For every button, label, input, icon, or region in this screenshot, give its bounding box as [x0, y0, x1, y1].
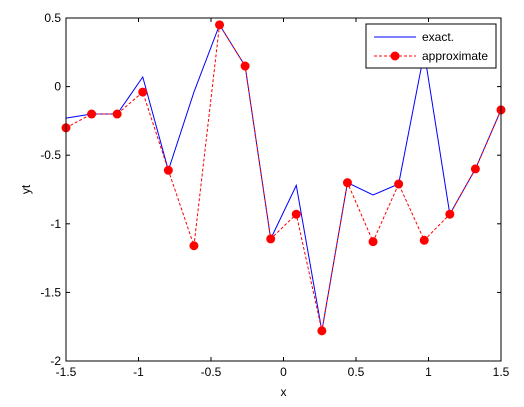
data-point-approximate — [189, 241, 199, 251]
data-point-approximate — [317, 326, 327, 336]
series-layer — [61, 20, 506, 336]
legend-marker-approximate — [390, 51, 400, 61]
data-point-approximate — [215, 20, 225, 30]
data-point-approximate — [470, 164, 480, 174]
plot-area — [66, 18, 501, 361]
data-point-approximate — [368, 237, 378, 247]
x-tick-label: 1.5 — [493, 365, 510, 379]
x-tick-label: 1 — [425, 365, 432, 379]
data-point-approximate — [240, 61, 250, 71]
y-tick-label: 0.5 — [44, 11, 61, 25]
legend-label-exact: exact. — [422, 30, 454, 44]
x-tick-label: 0 — [280, 365, 287, 379]
series-line-approximate — [65, 23, 502, 331]
y-tick-label: -1.5 — [40, 285, 61, 299]
legend-label-approximate: approximate — [422, 49, 488, 63]
data-point-approximate — [342, 178, 352, 188]
y-axis-label: yt — [19, 184, 33, 194]
data-point-approximate — [163, 165, 173, 175]
data-point-approximate — [419, 235, 429, 245]
x-tick-label: -0.5 — [201, 365, 222, 379]
y-tick-label: -0.5 — [40, 148, 61, 162]
x-tick-label: -1 — [133, 365, 144, 379]
data-point-approximate — [291, 209, 301, 219]
y-tick-label: -1 — [50, 217, 61, 231]
ticks-layer: -1.5 -1 -0.5 0 0.5 1 1.5-2-1.5-1-0.500.5 — [40, 11, 509, 379]
legend-box — [365, 23, 497, 69]
x-tick-label: -1.5 — [56, 365, 77, 379]
data-point-approximate — [87, 109, 97, 119]
y-tick-label: 0 — [54, 80, 61, 94]
data-point-approximate — [445, 209, 455, 219]
x-axis-label: x — [281, 385, 287, 399]
data-point-approximate — [138, 87, 148, 97]
x-tick-label: 0.5 — [348, 365, 365, 379]
series-line-exact — [65, 23, 502, 331]
y-tick-label: -2 — [50, 354, 61, 368]
data-point-approximate — [266, 234, 276, 244]
legend: exact. approximate — [365, 23, 497, 69]
data-point-approximate — [394, 179, 404, 189]
data-point-approximate — [112, 109, 122, 119]
